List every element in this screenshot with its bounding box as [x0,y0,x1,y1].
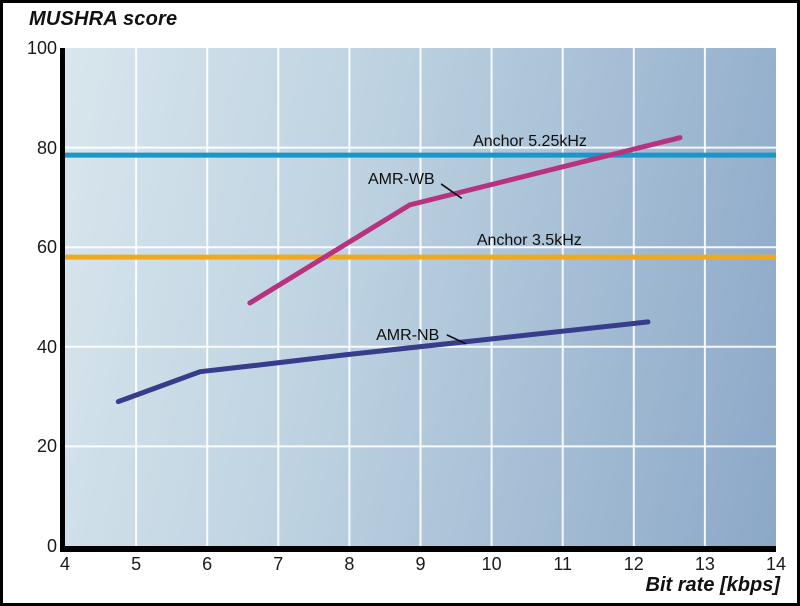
series-line-amr-wb [247,135,683,306]
y-tick-0: 0 [46,536,57,556]
x-tick-6: 6 [202,554,213,574]
chart-title: MUSHRA score [29,8,178,30]
chart-canvas [65,48,776,546]
y-tick-80: 80 [36,137,57,158]
y-tick-20: 20 [36,436,57,457]
x-tick-9: 9 [415,554,426,574]
x-tick-11: 11 [553,554,573,574]
x-tick-12: 12 [623,554,644,574]
plot-area: Anchor 5.25kHz Anchor 3.5kHz AMR-NB AMR-WB [60,48,776,552]
y-tick-60: 60 [36,237,57,258]
label-leader-amr-nb [446,334,467,345]
y-tick-100: 100 [26,38,57,58]
y-tick-40: 40 [36,336,57,357]
x-axis-label: Bit rate [kbps] [645,574,780,596]
series-line-amr-nb [115,319,651,405]
x-tick-13: 13 [694,554,715,574]
x-tick-7: 7 [273,554,284,574]
x-tick-5: 5 [131,554,142,574]
label-leader-amr-wb [440,183,463,200]
x-tick-4: 4 [59,554,71,574]
x-tick-10: 10 [481,554,502,574]
x-tick-14: 14 [765,554,787,574]
x-tick-8: 8 [344,554,355,574]
